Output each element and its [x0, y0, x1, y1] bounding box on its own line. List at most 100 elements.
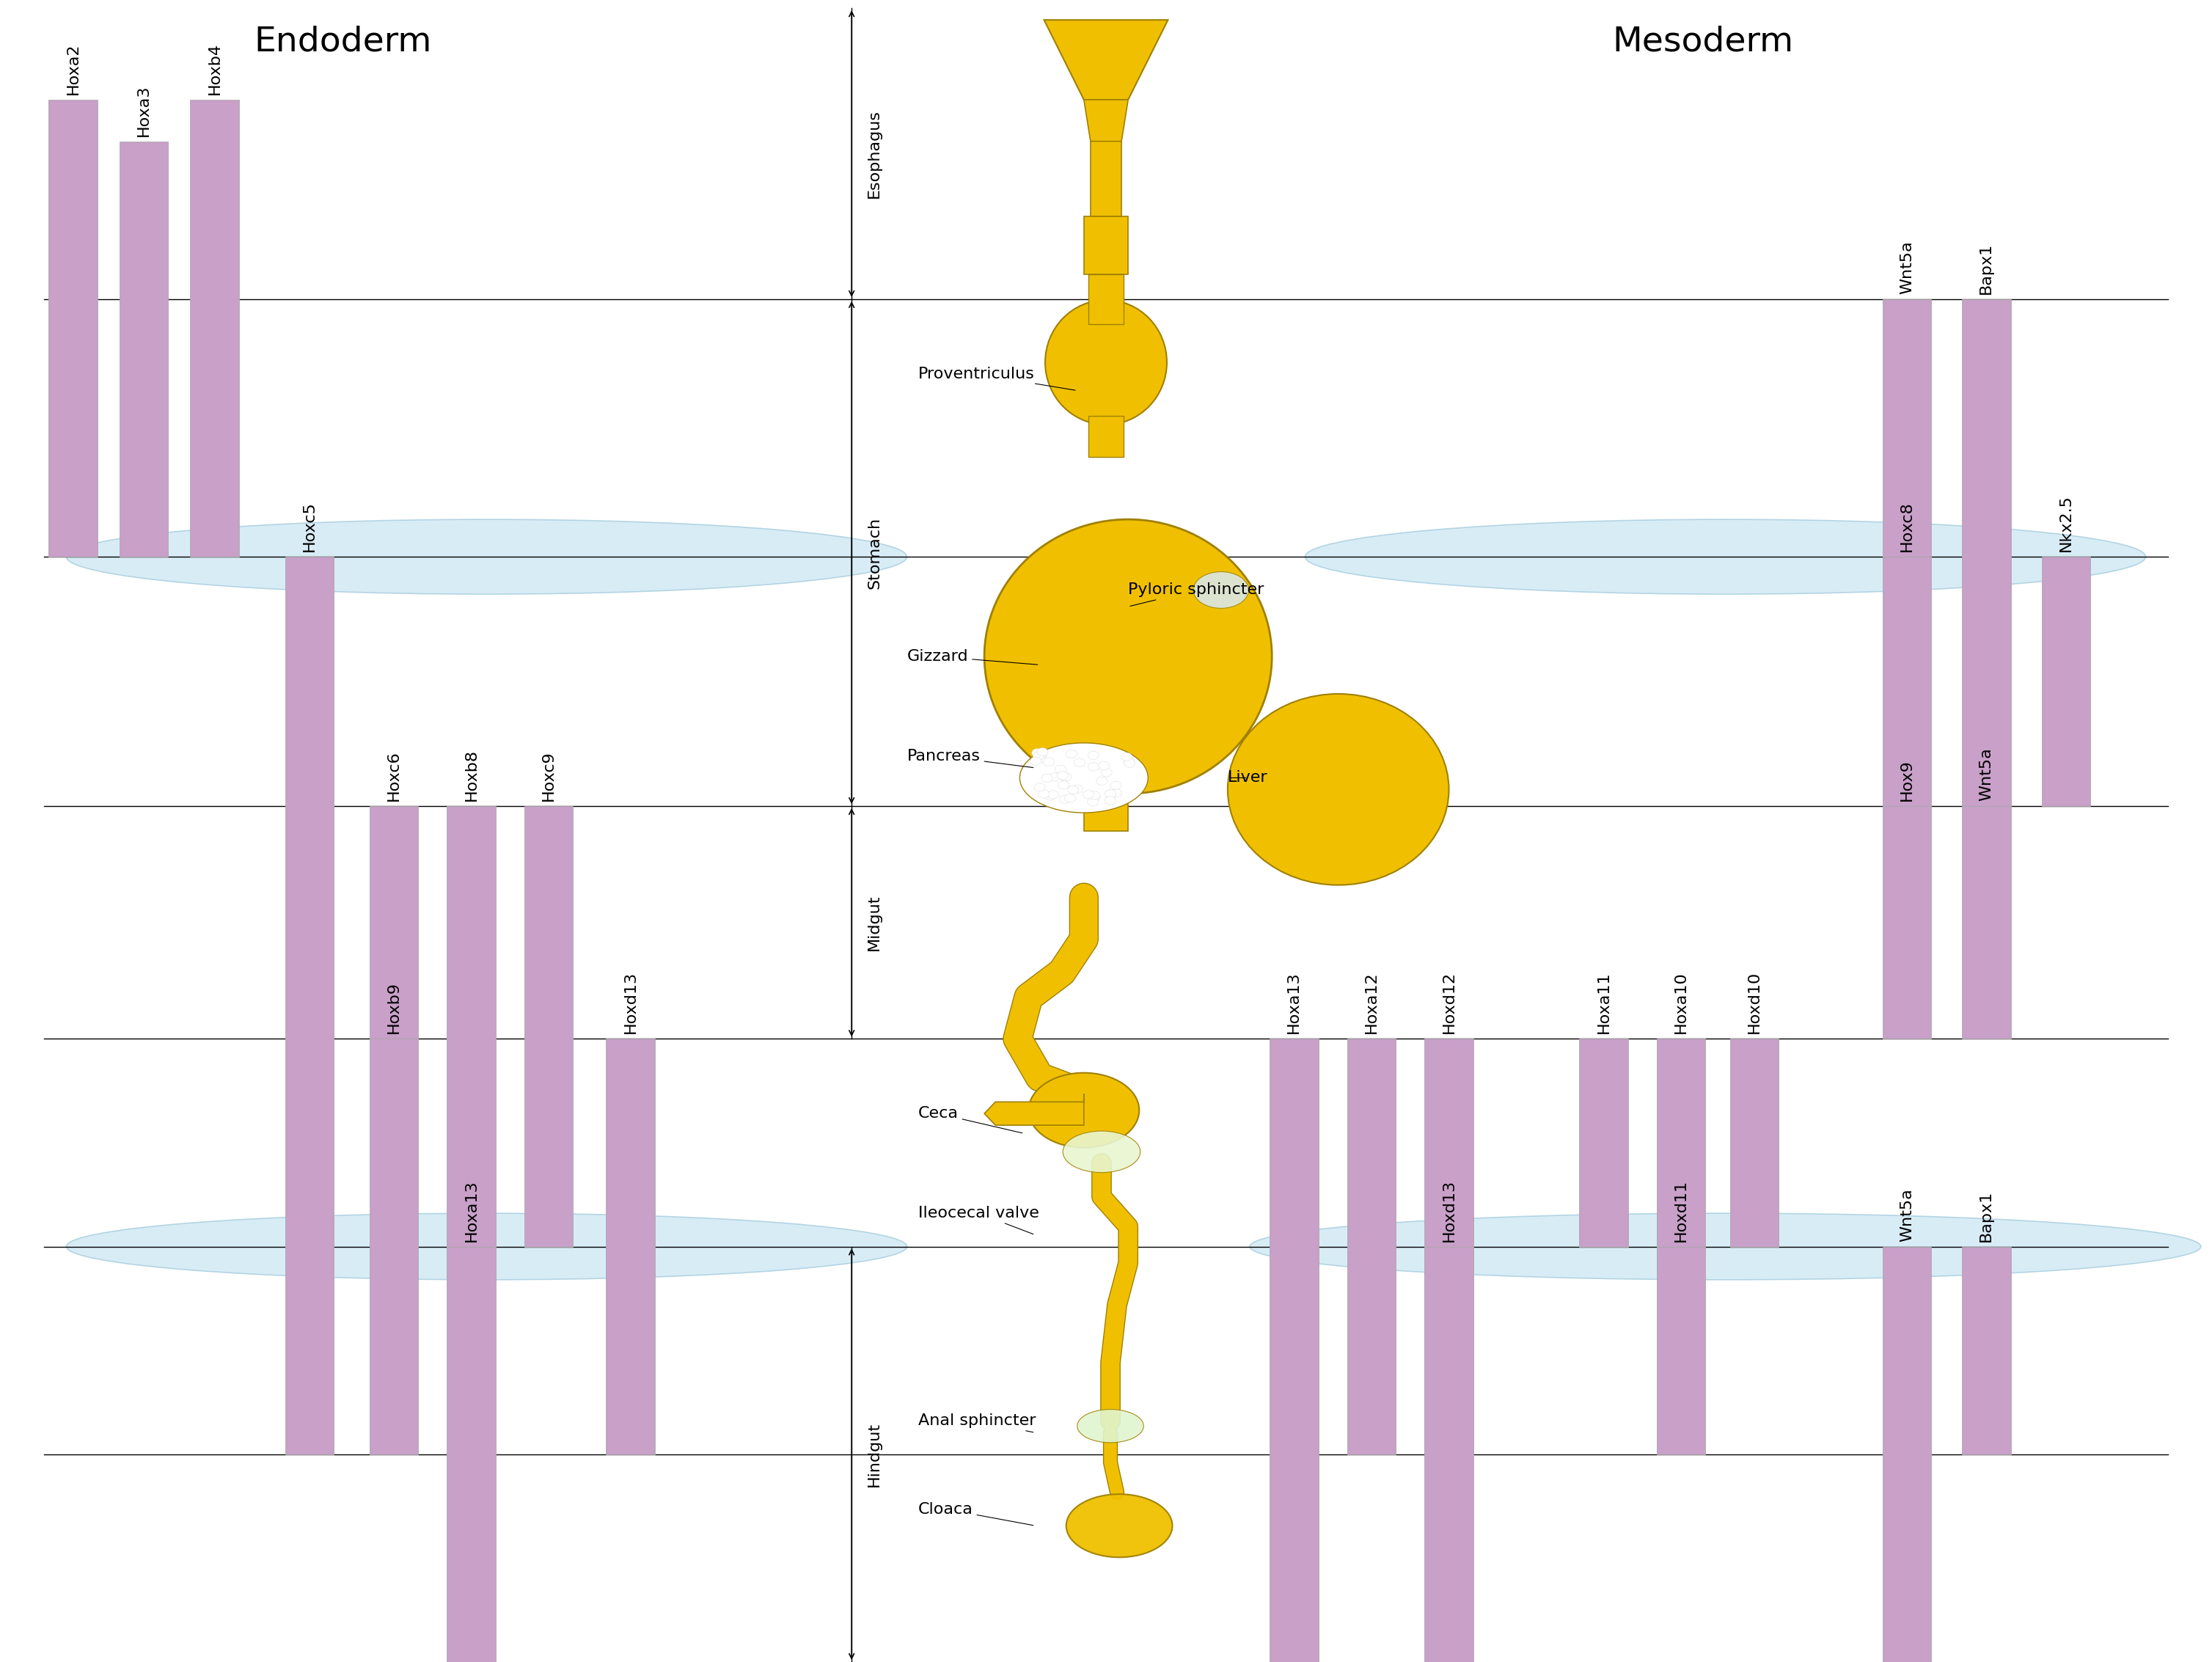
Polygon shape: [1084, 100, 1128, 141]
Bar: [447, 1246, 495, 1662]
Text: Pancreas: Pancreas: [907, 750, 1033, 768]
Text: Hoxb9: Hoxb9: [387, 982, 400, 1034]
Ellipse shape: [1305, 519, 2146, 593]
Text: Hoxa10: Hoxa10: [1674, 972, 1688, 1034]
Circle shape: [1064, 794, 1075, 803]
Text: Hoxd13: Hoxd13: [1442, 1178, 1455, 1242]
Circle shape: [1088, 798, 1099, 806]
Text: Nkx2.5: Nkx2.5: [2059, 495, 2073, 552]
Circle shape: [1035, 750, 1046, 758]
Bar: [447, 806, 495, 1246]
Bar: [190, 100, 239, 557]
Text: Hoxd12: Hoxd12: [1442, 971, 1455, 1034]
Bar: [1088, 415, 1124, 457]
Circle shape: [1057, 771, 1068, 779]
Text: Cloaca: Cloaca: [918, 1502, 1033, 1526]
Bar: [1657, 1039, 1705, 1246]
Bar: [1084, 765, 1128, 831]
Bar: [1962, 299, 2011, 806]
Circle shape: [1110, 789, 1121, 798]
Circle shape: [1048, 791, 1060, 799]
Bar: [369, 1039, 418, 1454]
Bar: [1657, 1246, 1705, 1454]
Text: Hoxa13: Hoxa13: [1287, 972, 1301, 1034]
Ellipse shape: [1066, 1494, 1172, 1557]
Circle shape: [1055, 765, 1066, 773]
Text: Hoxb4: Hoxb4: [208, 43, 221, 95]
Circle shape: [1110, 781, 1121, 789]
Bar: [1962, 806, 2011, 1039]
Circle shape: [1060, 773, 1071, 781]
Circle shape: [1104, 796, 1115, 804]
Circle shape: [1088, 751, 1099, 760]
Ellipse shape: [1044, 299, 1168, 424]
Text: Stomach: Stomach: [867, 517, 883, 588]
Text: Wnt5a: Wnt5a: [1900, 1188, 1913, 1242]
Circle shape: [1031, 756, 1042, 765]
Ellipse shape: [1077, 1409, 1144, 1443]
Text: Wnt5a: Wnt5a: [1980, 748, 1993, 801]
Circle shape: [1097, 776, 1108, 784]
Circle shape: [1088, 793, 1099, 801]
Circle shape: [1124, 760, 1135, 768]
Text: Proventriculus: Proventriculus: [918, 367, 1075, 391]
Circle shape: [1073, 784, 1084, 793]
Text: Hox9: Hox9: [1900, 760, 1913, 801]
Bar: [1882, 1246, 1931, 1662]
Bar: [369, 806, 418, 1039]
Text: Hoxa13: Hoxa13: [465, 1180, 478, 1242]
Text: Hoxc8: Hoxc8: [1900, 502, 1913, 552]
Bar: [119, 141, 168, 557]
Text: Hoxd10: Hoxd10: [1747, 971, 1761, 1034]
Ellipse shape: [1250, 1213, 2201, 1280]
Text: Mesoderm: Mesoderm: [1613, 25, 1794, 58]
Bar: [524, 806, 573, 1246]
Ellipse shape: [1029, 1074, 1139, 1148]
Text: Hoxa11: Hoxa11: [1597, 972, 1610, 1034]
Circle shape: [1031, 748, 1042, 756]
Circle shape: [1060, 773, 1071, 781]
Text: Bapx1: Bapx1: [1980, 1190, 1993, 1242]
Bar: [1347, 1039, 1396, 1454]
Text: Esophagus: Esophagus: [867, 110, 883, 198]
Text: Ceca: Ceca: [918, 1107, 1022, 1133]
Bar: [1425, 1039, 1473, 1454]
Bar: [1091, 100, 1121, 216]
Circle shape: [1042, 774, 1053, 783]
Circle shape: [1066, 750, 1077, 758]
Circle shape: [1084, 791, 1095, 799]
Ellipse shape: [66, 1213, 907, 1280]
Circle shape: [1102, 768, 1113, 776]
Text: Anal sphincter: Anal sphincter: [918, 1414, 1035, 1433]
Bar: [1882, 299, 1931, 557]
Ellipse shape: [66, 519, 907, 593]
Bar: [1730, 1039, 1778, 1246]
Bar: [1882, 557, 1931, 806]
Ellipse shape: [1228, 693, 1449, 884]
Text: Wnt5a: Wnt5a: [1900, 241, 1913, 294]
Text: Bapx1: Bapx1: [1980, 243, 1993, 294]
Circle shape: [1044, 758, 1055, 766]
Ellipse shape: [1194, 572, 1248, 608]
Circle shape: [1099, 761, 1110, 770]
Bar: [2042, 557, 2090, 806]
Circle shape: [1044, 793, 1055, 801]
Circle shape: [1068, 786, 1079, 794]
Polygon shape: [1044, 20, 1168, 100]
Circle shape: [1037, 748, 1048, 756]
Circle shape: [1035, 755, 1046, 763]
Bar: [1270, 1039, 1318, 1662]
Circle shape: [1088, 791, 1099, 799]
Circle shape: [1121, 753, 1133, 761]
Ellipse shape: [984, 519, 1272, 793]
Circle shape: [1104, 789, 1115, 798]
Circle shape: [1033, 783, 1044, 791]
Polygon shape: [984, 1094, 1084, 1125]
Text: Hoxa3: Hoxa3: [137, 85, 150, 136]
Bar: [1088, 274, 1124, 324]
Circle shape: [1075, 758, 1086, 766]
Text: Hoxa12: Hoxa12: [1365, 972, 1378, 1034]
Bar: [1882, 806, 1931, 1039]
Bar: [1425, 1246, 1473, 1662]
Text: Liver: Liver: [1228, 771, 1267, 784]
